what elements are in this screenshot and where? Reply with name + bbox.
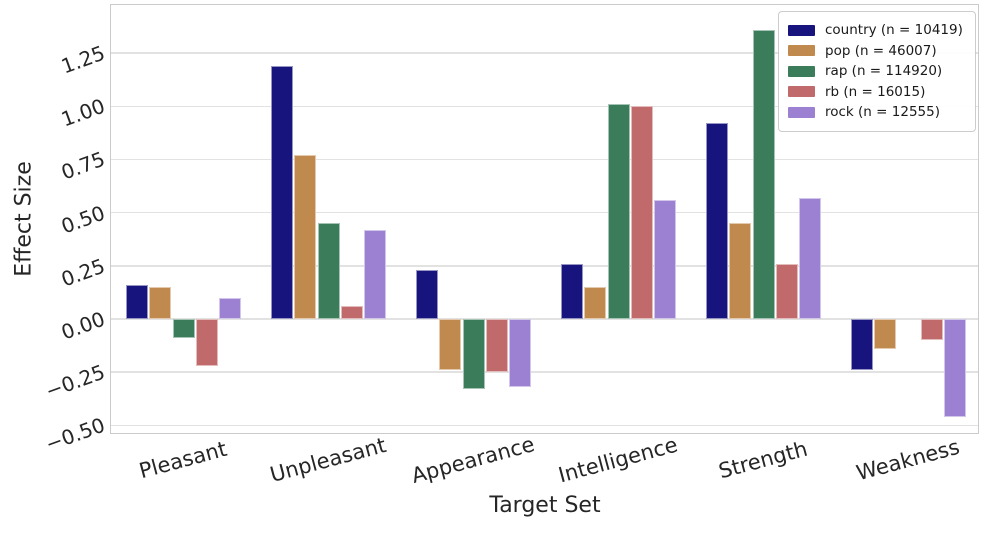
legend: country (n = 10419) pop (n = 46007) rap (n… — [778, 11, 976, 132]
bar-rock-intelligence — [653, 199, 676, 319]
legend-color-swatch-country — [788, 24, 815, 36]
legend-item-country: country (n = 10419) — [788, 20, 965, 41]
bar-rap-unpleasant — [317, 223, 340, 319]
x-tick-label-weakness: Weakness — [853, 434, 962, 486]
gridline — [111, 371, 978, 373]
bar-pop-appearance — [439, 319, 462, 371]
bar-rock-weakness — [943, 319, 966, 417]
x-tick-label-pleasant: Pleasant — [136, 436, 229, 484]
bar-rap-pleasant — [172, 319, 195, 339]
legend-label-rb: rb (n = 16015) — [825, 83, 926, 100]
legend-color-swatch-rap — [788, 65, 815, 77]
bar-rb-appearance — [485, 319, 508, 373]
gridline — [111, 424, 978, 427]
gridline — [111, 211, 978, 214]
bar-rb-pleasant — [195, 319, 218, 366]
y-tick-label: 1.00 — [58, 94, 109, 132]
bar-country-intelligence — [561, 263, 584, 319]
bar-country-pleasant — [126, 284, 149, 319]
bar-rock-pleasant — [218, 297, 241, 319]
x-tick-label-intelligence: Intelligence — [555, 432, 680, 488]
bar-rb-strength — [775, 263, 798, 319]
bar-country-weakness — [851, 319, 874, 371]
gridline — [111, 158, 978, 161]
bar-pop-strength — [729, 223, 752, 319]
bar-country-unpleasant — [271, 65, 294, 319]
y-tick-label: 0.75 — [58, 147, 109, 185]
bar-rock-unpleasant — [363, 229, 386, 319]
zero-gridline — [111, 318, 978, 320]
legend-color-swatch-rock — [788, 106, 815, 118]
bar-rb-weakness — [920, 319, 943, 341]
legend-label-country: country (n = 10419) — [825, 22, 963, 39]
legend-label-rock: rock (n = 12555) — [825, 104, 940, 121]
bar-pop-unpleasant — [294, 155, 317, 319]
y-tick-label: −0.25 — [42, 359, 109, 404]
legend-color-swatch-pop — [788, 45, 815, 57]
y-tick-label: 0.00 — [58, 306, 109, 345]
bar-country-strength — [706, 123, 729, 319]
gridline — [111, 52, 978, 54]
bar-pop-pleasant — [149, 287, 172, 319]
y-tick-label: −0.50 — [42, 413, 109, 457]
gridline — [111, 105, 978, 108]
bar-pop-intelligence — [584, 287, 607, 319]
legend-item-rock: rock (n = 12555) — [788, 102, 965, 123]
bar-rap-intelligence — [607, 104, 630, 319]
bar-pop-weakness — [874, 319, 897, 349]
legend-label-rap: rap (n = 114920) — [825, 63, 943, 80]
legend-color-swatch-rb — [788, 86, 815, 98]
bar-country-appearance — [416, 270, 439, 319]
legend-label-pop: pop (n = 46007) — [825, 42, 937, 59]
bar-rb-unpleasant — [340, 306, 363, 319]
bar-rap-appearance — [462, 319, 485, 390]
bar-rock-strength — [798, 197, 821, 319]
x-tick-label-appearance: Appearance — [408, 432, 537, 488]
bar-rap-strength — [752, 29, 775, 319]
legend-item-pop: pop (n = 46007) — [788, 41, 965, 62]
gridline — [111, 265, 978, 267]
x-axis-label: Target Set — [489, 493, 601, 518]
bar-rb-intelligence — [630, 106, 653, 319]
x-tick-label-strength: Strength — [715, 436, 810, 484]
x-tick-label-unpleasant: Unpleasant — [266, 433, 389, 487]
legend-item-rap: rap (n = 114920) — [788, 61, 965, 82]
bar-rock-appearance — [508, 319, 531, 388]
legend-item-rb: rb (n = 16015) — [788, 82, 965, 103]
y-tick-label: 1.25 — [58, 40, 109, 79]
